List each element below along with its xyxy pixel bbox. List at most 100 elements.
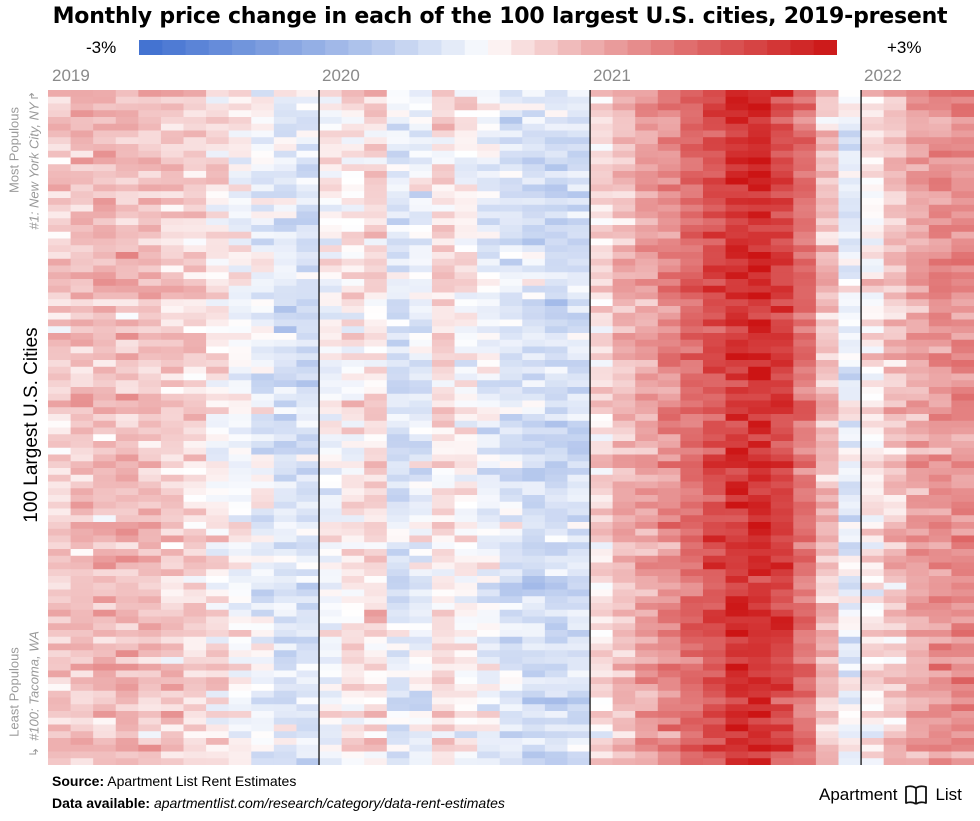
heatmap-cell (657, 306, 681, 314)
heatmap-cell (748, 258, 772, 266)
heatmap-cell (364, 711, 388, 719)
heatmap-cell (499, 414, 523, 422)
heatmap-cell (183, 657, 207, 665)
heatmap-cell (93, 427, 117, 435)
heatmap-cell (928, 528, 952, 536)
brand-logo: Apartment List (819, 784, 962, 806)
heatmap-cell (657, 636, 681, 644)
heatmap-cell (138, 690, 162, 698)
heatmap-cell (251, 339, 275, 347)
heatmap-cell (883, 515, 907, 523)
heatmap-cell (70, 474, 94, 482)
heatmap-cell (702, 198, 726, 206)
heatmap-cell (364, 690, 388, 698)
heatmap-cell (341, 724, 365, 732)
heatmap-cell (477, 481, 501, 489)
heatmap-cell (748, 380, 772, 388)
heatmap-cell (544, 346, 568, 354)
heatmap-cell (138, 468, 162, 476)
heatmap-cell (702, 461, 726, 469)
heatmap-cell (951, 508, 974, 516)
heatmap-cell (364, 609, 388, 617)
heatmap-cell (522, 164, 546, 172)
heatmap-cell (477, 751, 501, 759)
heatmap-cell (409, 353, 433, 361)
heatmap-cell (815, 360, 839, 368)
heatmap-cell (454, 137, 478, 145)
heatmap-cell (183, 731, 207, 739)
heatmap-cell (838, 474, 862, 482)
heatmap-cell (544, 231, 568, 239)
heatmap-cell (838, 177, 862, 185)
heatmap-cell (815, 690, 839, 698)
heatmap-cell (680, 697, 704, 705)
heatmap-cell (793, 130, 817, 138)
heatmap-cell (770, 454, 794, 462)
heatmap-cell (454, 454, 478, 462)
heatmap-cell (93, 684, 117, 692)
heatmap-cell (657, 312, 681, 320)
heatmap-cell (680, 245, 704, 253)
heatmap-cell (341, 684, 365, 692)
heatmap-cell (522, 569, 546, 577)
heatmap-cell (906, 535, 930, 543)
heatmap-cell (793, 299, 817, 307)
heatmap-cell (770, 144, 794, 152)
heatmap-cell (160, 542, 184, 550)
heatmap-cell (815, 576, 839, 584)
heatmap-cell (499, 562, 523, 570)
heatmap-cell (793, 616, 817, 624)
heatmap-cell (409, 326, 433, 334)
legend-swatch (813, 40, 837, 55)
heatmap-cell (725, 373, 749, 381)
heatmap-cell (341, 96, 365, 104)
heatmap-cell (883, 751, 907, 759)
heatmap-cell (635, 400, 659, 408)
heatmap-cell (70, 758, 94, 765)
heatmap-cell (793, 333, 817, 341)
heatmap-cell (793, 711, 817, 719)
heatmap-cell (160, 360, 184, 368)
heatmap-cell (431, 603, 455, 611)
heatmap-cell (725, 481, 749, 489)
heatmap-cell (296, 704, 320, 712)
heatmap-cell (273, 387, 297, 395)
heatmap-cell (138, 380, 162, 388)
heatmap-cell (477, 569, 501, 577)
heatmap-cell (409, 704, 433, 712)
heatmap-cell (861, 366, 885, 374)
heatmap-cell (951, 252, 974, 260)
heatmap-cell (477, 589, 501, 597)
heatmap-cell (838, 326, 862, 334)
heatmap-cell (273, 366, 297, 374)
heatmap-cell (206, 522, 230, 530)
heatmap-cell (838, 319, 862, 327)
heatmap-cell (273, 684, 297, 692)
heatmap-cell (815, 400, 839, 408)
heatmap-cell (635, 218, 659, 226)
heatmap-cell (522, 360, 546, 368)
heatmap-cell (544, 474, 568, 482)
heatmap-cell (183, 589, 207, 597)
heatmap-cell (951, 643, 974, 651)
heatmap-cell (951, 96, 974, 104)
heatmap-cell (612, 711, 636, 719)
heatmap-cell (454, 569, 478, 577)
heatmap-cell (409, 258, 433, 266)
heatmap-cell (70, 103, 94, 111)
heatmap-cell (725, 717, 749, 725)
heatmap-cell (770, 711, 794, 719)
heatmap-cell (838, 569, 862, 577)
heatmap-cell (48, 393, 71, 401)
heatmap-cell (206, 319, 230, 327)
heatmap-cell (341, 495, 365, 503)
heatmap-cell (431, 96, 455, 104)
heatmap-cell (544, 603, 568, 611)
heatmap-cell (48, 373, 71, 381)
heatmap-cell (793, 555, 817, 563)
heatmap-cell (883, 346, 907, 354)
heatmap-cell (251, 366, 275, 374)
heatmap-cell (93, 373, 117, 381)
heatmap-cell (928, 96, 952, 104)
heatmap-cell (296, 603, 320, 611)
